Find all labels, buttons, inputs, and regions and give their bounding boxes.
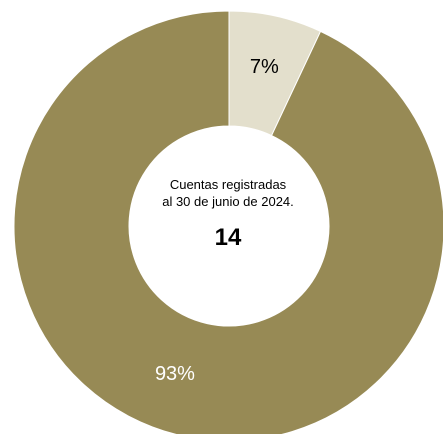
center-label: Cuentas registradas al 30 de junio de 20… [128,176,328,252]
slice-label-93-percent: 93% [155,363,195,385]
center-caption-line-2: al 30 de junio de 2024. [162,194,294,209]
slice-label-7-percent: 7% [250,56,279,78]
donut-slice-93-percent [13,10,443,434]
center-caption-line-1: Cuentas registradas [169,177,287,192]
slices-layer [13,10,443,434]
center-total-value: 14 [214,224,242,251]
labels-layer: 7% 93% [155,56,279,385]
